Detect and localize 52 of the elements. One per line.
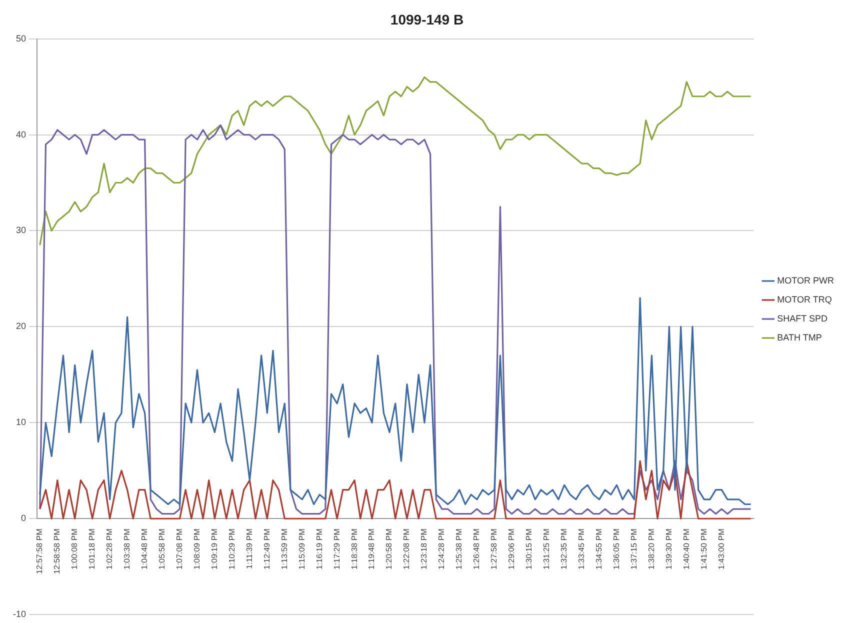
x-tick-label: 1:33:45 PM <box>576 528 586 570</box>
y-tick-label: 50 <box>16 33 26 44</box>
legend-label: BATH TMP <box>777 332 822 342</box>
legend-label: SHAFT SPD <box>777 313 828 324</box>
x-tick-label: 1:31:25 PM <box>542 528 552 570</box>
x-tick-label: 1:25:38 PM <box>454 528 464 570</box>
x-tick-label: 1:08:09 PM <box>192 528 202 570</box>
x-tick-label: 1:40:40 PM <box>682 528 691 570</box>
x-tick-label: 1:02:28 PM <box>105 528 114 570</box>
y-tick-label: 0 <box>20 513 26 524</box>
x-tick-label: 1:16:19 PM <box>314 528 324 570</box>
x-tick-label: 12:58:58 PM <box>52 528 62 574</box>
x-tick-label: 1:43:00 PM <box>716 528 726 570</box>
x-tick-label: 1:17:29 PM <box>332 528 342 570</box>
chart-title: 1099-149 B <box>390 11 464 28</box>
x-tick-label: 1:01:18 PM <box>88 528 97 570</box>
x-tick-label: 1:07:08 PM <box>174 528 184 570</box>
x-tick-label: 1:26:48 PM <box>472 528 482 570</box>
x-tick-label: 1:37:15 PM <box>629 528 638 570</box>
x-tick-label: 1:38:20 PM <box>646 528 656 570</box>
y-tick-label: 40 <box>16 129 26 140</box>
x-tick-label: 1:10:29 PM <box>227 528 236 570</box>
x-tick-label: 1:18:38 PM <box>350 528 359 570</box>
x-tick-label: 1:12:49 PM <box>262 528 272 570</box>
x-tick-label: 1:20:58 PM <box>384 528 394 570</box>
y-tick-label: 20 <box>16 321 26 332</box>
legend-label: MOTOR TRQ <box>777 294 832 304</box>
y-tick-label: 30 <box>16 225 26 236</box>
x-tick-label: 1:11:39 PM <box>244 528 254 569</box>
x-tick-label: 1:32:35 PM <box>560 528 569 570</box>
x-tick-label: 1:13:59 PM <box>280 528 289 570</box>
x-tick-label: 1:03:38 PM <box>122 528 132 570</box>
legend-label: MOTOR PWR <box>777 275 834 286</box>
x-tick-label: 1:00:08 PM <box>70 528 80 570</box>
x-tick-label: 1:04:48 PM <box>140 528 149 570</box>
x-tick-label: 1:39:30 PM <box>664 528 674 570</box>
x-tick-label: 1:09:19 PM <box>210 528 219 570</box>
x-tick-label: 1:05:58 PM <box>157 528 166 570</box>
x-tick-label: 1:30:15 PM <box>524 528 534 570</box>
x-tick-label: 1:24:28 PM <box>437 528 446 570</box>
x-tick-label: 1:15:09 PM <box>297 528 306 570</box>
x-tick-label: 1:23:18 PM <box>420 528 429 570</box>
x-tick-label: 1:27:58 PM <box>490 528 499 570</box>
x-tick-label: 12:57:58 PM <box>35 528 44 574</box>
x-tick-label: 1:41:50 PM <box>699 528 708 570</box>
y-tick-label: -10 <box>12 609 26 620</box>
x-tick-label: 1:29:06 PM <box>507 528 516 570</box>
x-tick-label: 1:22:08 PM <box>402 528 412 570</box>
y-tick-label: 10 <box>16 417 26 428</box>
x-tick-label: 1:36:05 PM <box>612 528 621 570</box>
x-tick-label: 1:34:55 PM <box>594 528 604 570</box>
x-tick-label: 1:19:48 PM <box>367 528 376 570</box>
